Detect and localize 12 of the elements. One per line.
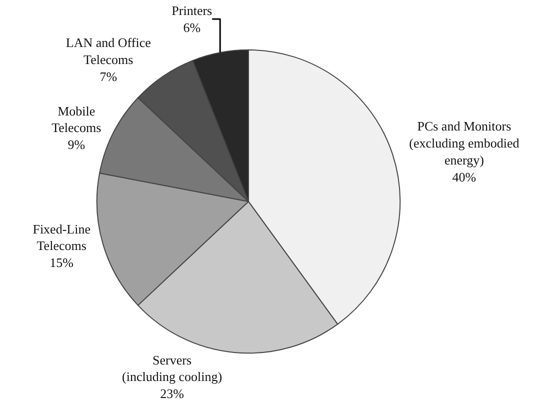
data-label: 9% — [68, 137, 86, 152]
slice-label: Servers (including cooling) — [122, 352, 222, 384]
data-label: 23% — [160, 386, 184, 402]
slice-label: Fixed-Line Telecoms — [32, 221, 91, 254]
data-label: 40% — [452, 169, 476, 184]
data-label: 15% — [50, 255, 74, 270]
slice-label: Mobile Telecoms — [52, 103, 102, 136]
slice-label: PCs and Monitors (excluding embodied energy) — [409, 118, 520, 168]
slice-label: Printers — [172, 3, 212, 18]
slice-label: LAN and Office Telecoms — [66, 35, 152, 67]
data-label: 7% — [100, 68, 118, 84]
data-label: 6% — [183, 20, 201, 36]
